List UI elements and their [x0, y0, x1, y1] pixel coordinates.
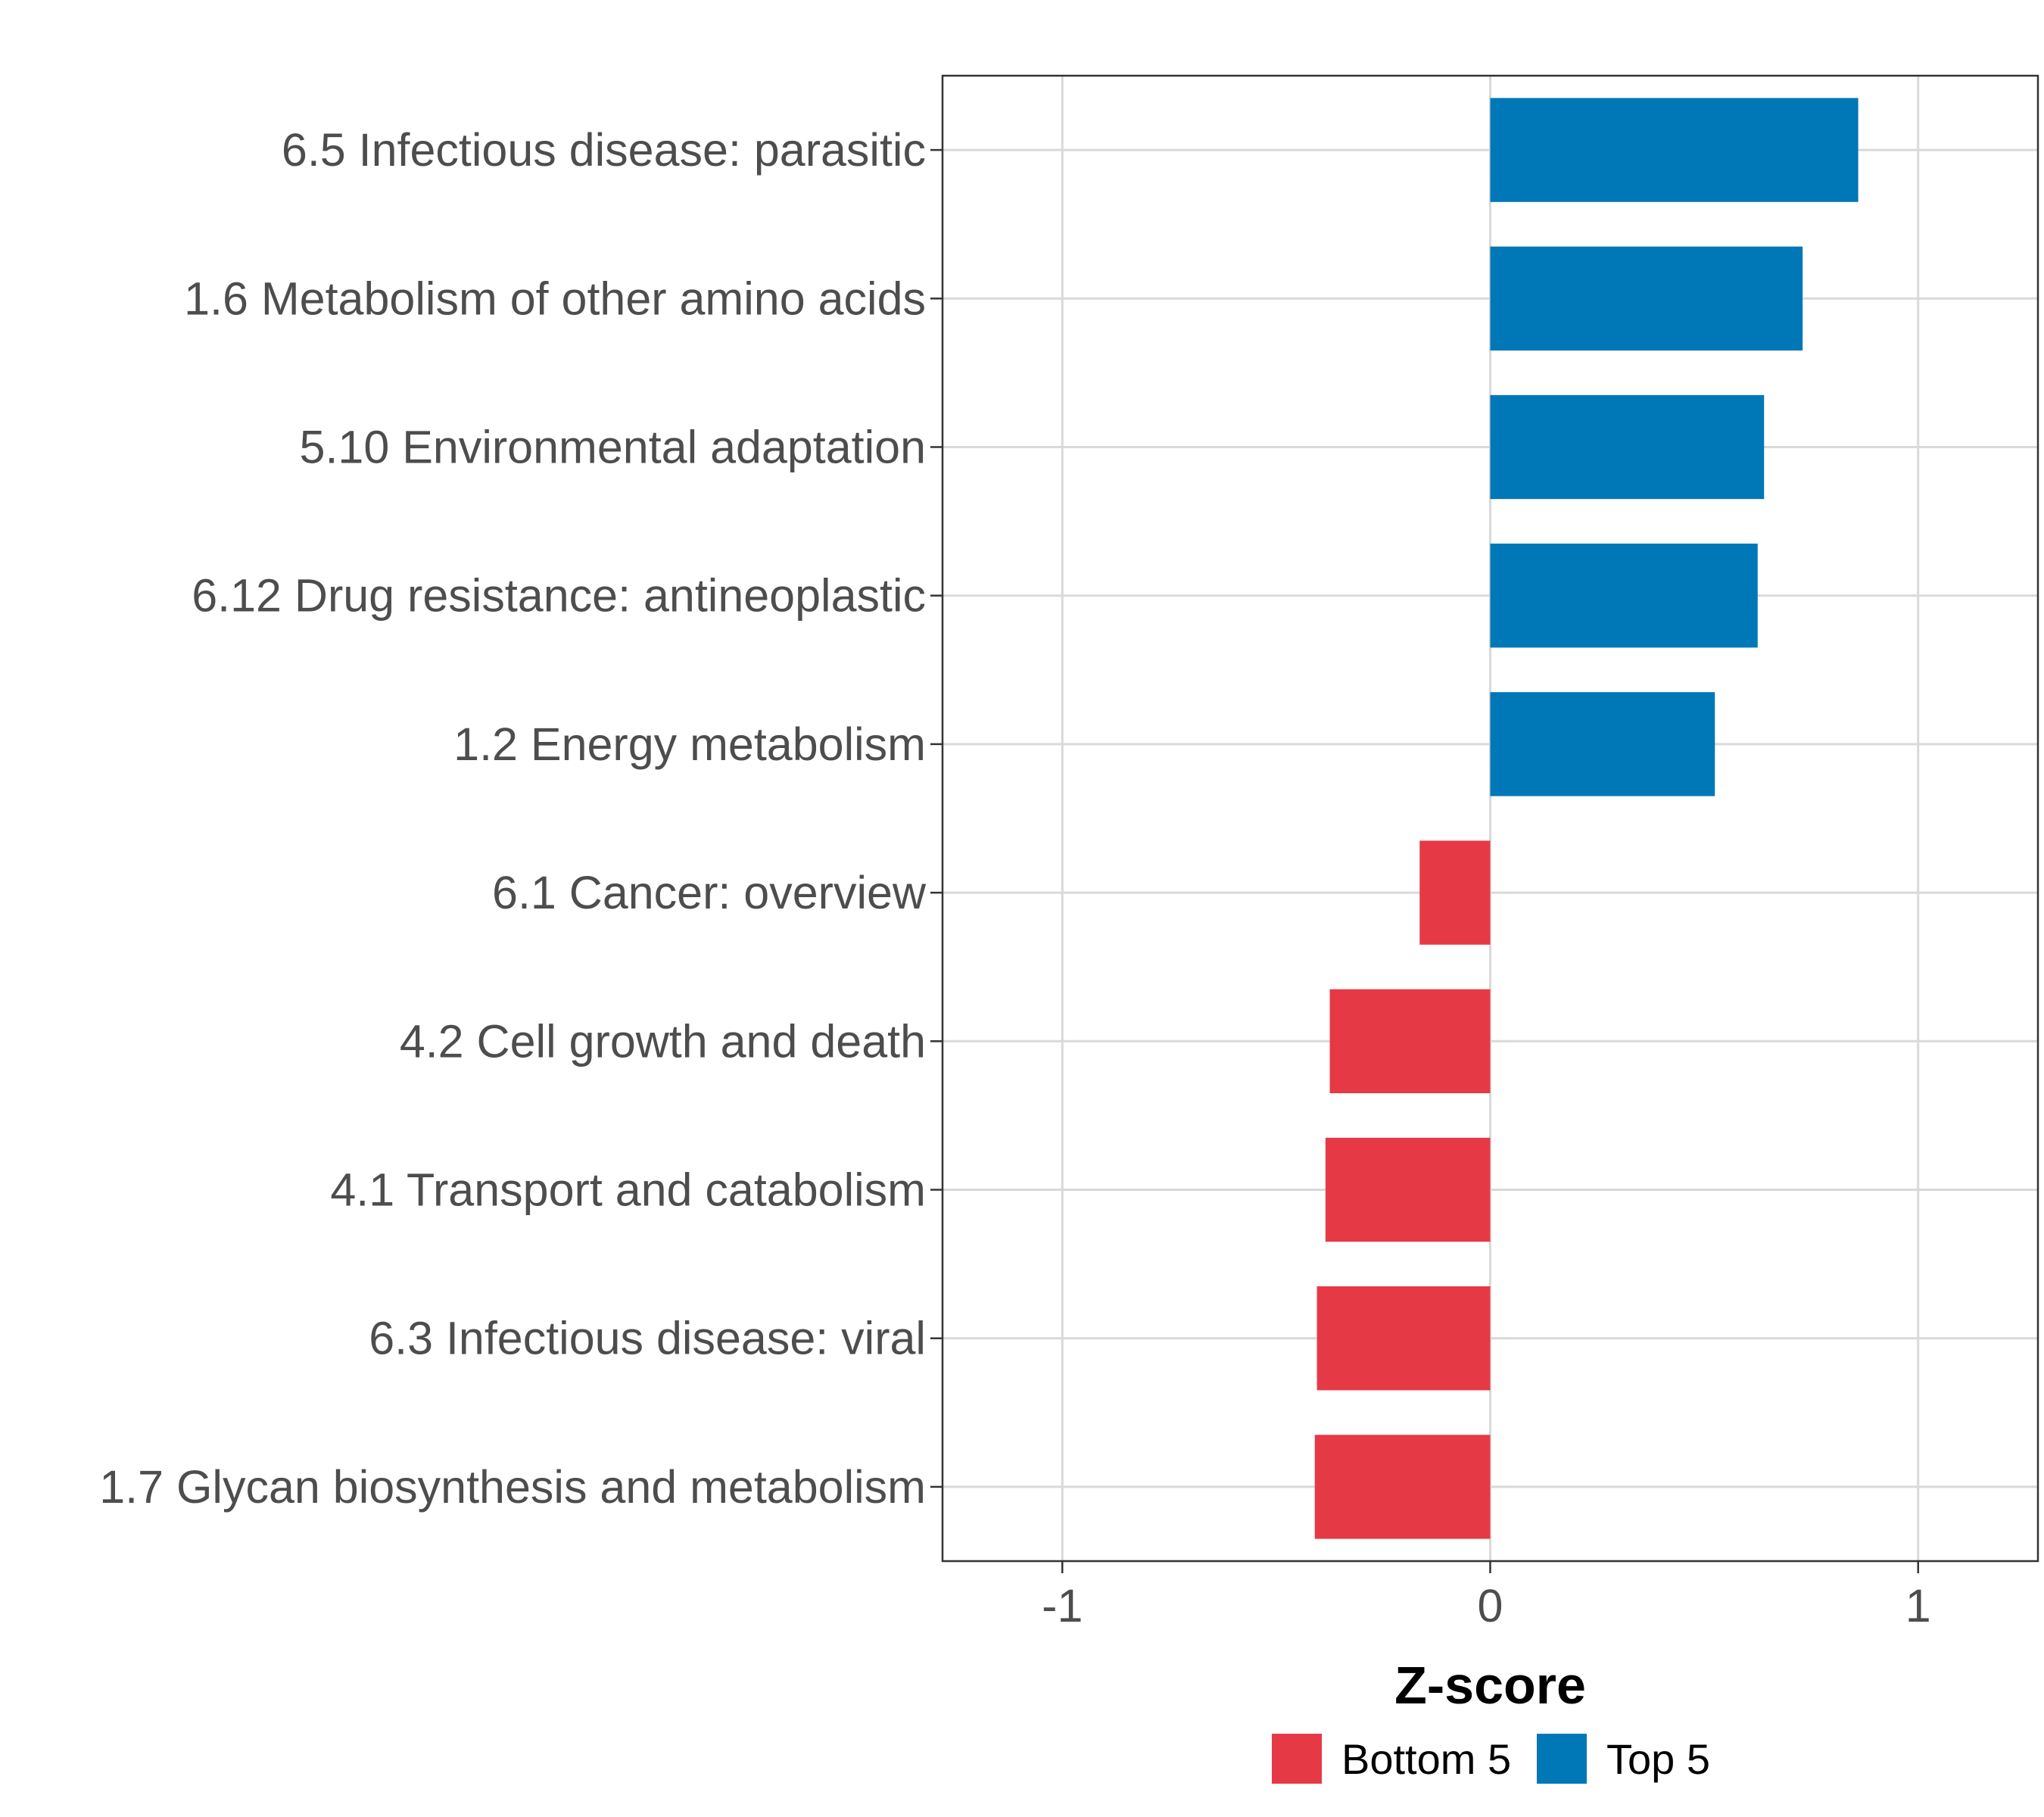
y-axis-ticks: 6.5 Infectious disease: parasitic 1.6 Met… — [99, 124, 943, 1513]
legend-swatch-bottom-5 — [1272, 1734, 1322, 1784]
category-label: 6.12 Drug resistance: antineoplastic — [192, 570, 926, 622]
x-tick-label: 0 — [1478, 1580, 1503, 1632]
bar-6-1-cancer-overview — [1419, 840, 1491, 945]
legend-label-bottom-5: Bottom 5 — [1341, 1735, 1511, 1783]
category-label: 1.6 Metabolism of other amino acids — [184, 273, 926, 324]
category-label: 6.5 Infectious disease: parasitic — [282, 124, 926, 176]
category-label: 4.1 Transport and catabolism — [330, 1164, 926, 1216]
x-tick-label: 1 — [1905, 1580, 1931, 1632]
category-label: 4.2 Cell growth and death — [400, 1015, 926, 1067]
x-axis-title: Z-score — [1394, 1656, 1586, 1715]
category-label: 6.3 Infectious disease: viral — [369, 1313, 926, 1364]
category-label: 1.7 Glycan biosynthesis and metabolism — [99, 1461, 926, 1513]
bars — [1314, 98, 1859, 1539]
bar-5-10-environmental-adaptation — [1490, 394, 1765, 500]
bar-1-6-metabolism-of-other-amino-acids — [1490, 246, 1803, 351]
legend-swatch-top-5 — [1537, 1734, 1587, 1784]
category-label: 5.10 Environmental adaptation — [300, 422, 926, 473]
x-tick-label: -1 — [1042, 1580, 1083, 1632]
bar-6-3-infectious-disease-viral — [1316, 1286, 1491, 1391]
category-label: 1.2 Energy metabolism — [453, 718, 926, 770]
bar-6-5-infectious-disease-parasitic — [1490, 98, 1859, 202]
legend: Bottom 5 Top 5 — [1272, 1734, 1710, 1784]
legend-label-top-5: Top 5 — [1606, 1735, 1710, 1783]
bar-4-1-transport-and-catabolism — [1325, 1137, 1491, 1242]
bar-6-12-drug-resistance-antineoplastic — [1490, 544, 1758, 648]
category-label: 6.1 Cancer: overview — [492, 867, 927, 918]
bar-1-2-energy-metabolism — [1490, 692, 1715, 796]
bar-1-7-glycan-biosynthesis-and-metabolism — [1314, 1435, 1491, 1539]
x-axis-ticks: -1 0 1 — [1042, 1561, 1931, 1632]
bar-4-2-cell-growth-and-death — [1329, 989, 1491, 1093]
